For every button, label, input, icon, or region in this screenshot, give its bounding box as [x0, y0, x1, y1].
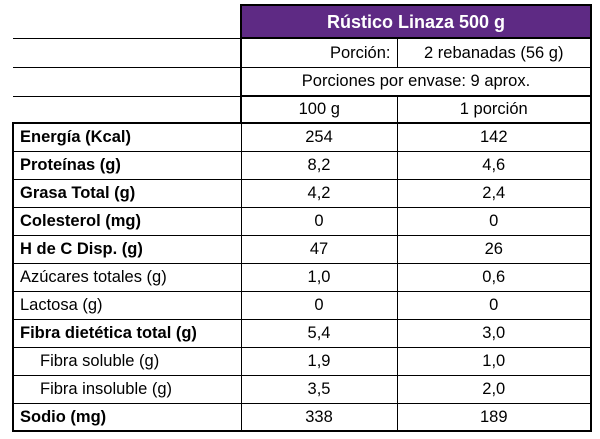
nutrient-value-100g: 4,2: [240, 178, 398, 208]
portion-value: 2 rebanadas (56 g): [396, 37, 592, 68]
nutrient-value-portion: 2,4: [396, 178, 592, 208]
nutrient-value-100g: 338: [240, 402, 398, 432]
column-header-portion: 1 porción: [396, 95, 592, 124]
nutrient-row: Fibra soluble (g) 1,9 1,0: [12, 346, 592, 376]
nutrient-name: Lactosa (g): [12, 290, 242, 320]
blank-cell: [13, 5, 242, 39]
blank-cell: [13, 67, 242, 97]
nutrition-table: Rústico Linaza 500 g Porción: 2 rebanada…: [12, 4, 592, 432]
column-header-100g: 100 g: [240, 95, 398, 124]
nutrient-name: H de C Disp. (g): [12, 234, 242, 264]
nutrient-value-portion: 26: [396, 234, 592, 264]
nutrient-name: Fibra soluble (g): [12, 346, 242, 376]
nutrient-row: Azúcares totales (g) 1,0 0,6: [12, 262, 592, 292]
nutrient-value-portion: 1,0: [396, 346, 592, 376]
nutrient-name: Azúcares totales (g): [12, 262, 242, 292]
nutrient-value-portion: 3,0: [396, 318, 592, 348]
nutrient-value-portion: 0: [396, 290, 592, 320]
blank-cell: [13, 96, 242, 124]
nutrient-row: H de C Disp. (g) 47 26: [12, 234, 592, 264]
nutrient-name: Grasa Total (g): [12, 178, 242, 208]
nutrient-value-100g: 5,4: [240, 318, 398, 348]
nutrient-row: Fibra dietética total (g) 5,4 3,0: [12, 318, 592, 348]
nutrient-value-100g: 254: [240, 122, 398, 152]
nutrition-facts-table: Rústico Linaza 500 g Porción: 2 rebanada…: [12, 4, 592, 432]
nutrient-value-100g: 3,5: [240, 374, 398, 404]
nutrient-name: Fibra insoluble (g): [12, 374, 242, 404]
nutrient-value-100g: 8,2: [240, 150, 398, 180]
nutrient-row: Colesterol (mg) 0 0: [12, 206, 592, 236]
nutrient-name: Proteínas (g): [12, 150, 242, 180]
nutrient-value-portion: 2,0: [396, 374, 592, 404]
nutrient-value-portion: 4,6: [396, 150, 592, 180]
nutrient-name: Fibra dietética total (g): [12, 318, 242, 348]
nutrient-value-portion: 0: [396, 206, 592, 236]
nutrient-row: Energía (Kcal) 254 142: [12, 122, 592, 152]
nutrient-value-100g: 0: [240, 206, 398, 236]
nutrient-value-portion: 0,6: [396, 262, 592, 292]
nutrient-value-100g: 47: [240, 234, 398, 264]
nutrient-row: Grasa Total (g) 4,2 2,4: [12, 178, 592, 208]
portion-label: Porción:: [240, 37, 398, 68]
nutrient-row: Lactosa (g) 0 0: [12, 290, 592, 320]
nutrient-row: Fibra insoluble (g) 3,5 2,0: [12, 374, 592, 404]
portion-row: Porción: 2 rebanadas (56 g): [13, 37, 592, 68]
nutrient-name: Colesterol (mg): [12, 206, 242, 236]
nutrient-value-100g: 0: [240, 290, 398, 320]
nutrient-row: Sodio (mg) 338 189: [12, 402, 592, 432]
nutrient-value-100g: 1,0: [240, 262, 398, 292]
nutrient-value-portion: 189: [396, 402, 592, 432]
nutrient-name: Energía (Kcal): [12, 122, 242, 152]
nutrient-row: Proteínas (g) 8,2 4,6: [12, 150, 592, 180]
product-title: Rústico Linaza 500 g: [240, 4, 592, 39]
blank-cell: [13, 38, 242, 68]
nutrient-value-portion: 142: [396, 122, 592, 152]
servings-per-container: Porciones por envase: 9 aprox.: [240, 66, 592, 97]
nutrient-name: Sodio (mg): [12, 402, 242, 432]
title-row: Rústico Linaza 500 g: [13, 4, 592, 39]
column-header-row: 100 g 1 porción: [13, 95, 592, 124]
nutrient-value-100g: 1,9: [240, 346, 398, 376]
servings-row: Porciones por envase: 9 aprox.: [13, 66, 592, 97]
